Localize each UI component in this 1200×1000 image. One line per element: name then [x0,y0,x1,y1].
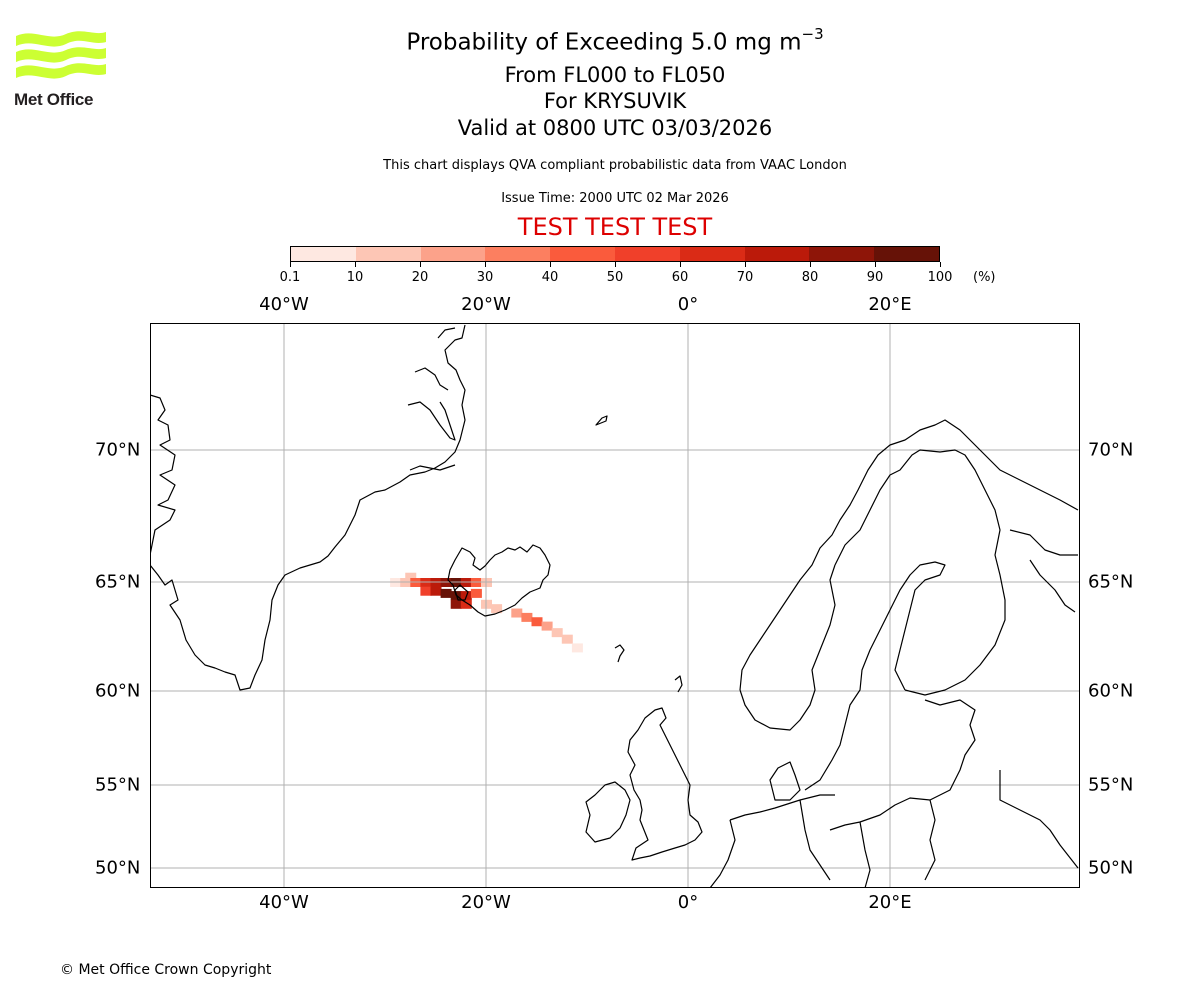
latitude-label: 55°N [1088,774,1134,796]
met-office-logo: Met Office [14,30,109,112]
colorbar-segment [809,247,875,261]
colorbar-segment [744,247,810,261]
iceland-coast [447,544,551,617]
map-panel[interactable] [149,323,1080,889]
colorbar-tick [615,262,616,267]
plume-cell [420,586,432,596]
denmark-coast [769,761,801,801]
latitude-label: 70°N [1088,439,1134,461]
flight-level-range: From FL000 to FL050 [504,63,726,87]
plume-cell [511,608,523,618]
colorbar-unit: (%) [973,270,996,285]
latitude-label: 50°N [1088,857,1134,879]
colorbar-tick [355,262,356,267]
colorbar-tick [290,262,291,267]
colorbar-tick-label: 10 [346,270,364,285]
jan-mayen [595,415,608,426]
title-superscript: −3 [801,25,824,43]
plume-cell [561,634,573,644]
plume-cell [405,572,417,582]
longitude-label: 40°W [259,892,309,913]
latitude-label: 65°N [95,571,141,593]
plume-cell [551,628,563,638]
colorbar-tick [420,262,421,267]
colorbar-tick-label: 50 [606,270,624,285]
colorbar-tick [745,262,746,267]
chart-title: Probability of Exceeding 5.0 mg m−3 [0,25,1200,56]
volcano-name: For KRYSUVIK [543,89,687,113]
colorbar-segment [291,247,356,261]
copyright-notice: © Met Office Crown Copyright [60,962,272,978]
plume-cell [571,643,583,653]
plume-cell [440,588,452,598]
latitude-label: 70°N [95,439,141,461]
ireland-coast [585,781,631,843]
greenland-coast [149,324,466,691]
colorbar [290,246,940,262]
colorbar-tick [550,262,551,267]
colorbar-tick-label: 90 [866,270,884,285]
colorbar-segment [420,247,486,261]
longitude-label: 20°E [868,892,912,913]
colorbar-tick-label: 30 [476,270,494,285]
plume-cell [450,599,462,609]
colorbar-tick-label: 80 [801,270,819,285]
map-canvas[interactable] [149,323,1080,889]
colorbar-segment [679,247,745,261]
colorbar-tick [485,262,486,267]
plume-cell [541,621,553,631]
gridlines [150,323,1080,888]
plume-cell [531,617,543,627]
test-banner: TEST TEST TEST [517,213,713,241]
longitude-label: 0° [677,294,699,315]
longitude-label: 0° [677,892,699,913]
plume-cell [460,599,472,609]
issue-time: Issue Time: 2000 UTC 02 Mar 2026 [501,191,729,206]
colorbar-tick-label: 70 [736,270,754,285]
colorbar-segment [355,247,421,261]
colorbar-tick-label: 20 [411,270,429,285]
valid-time: Valid at 0800 UTC 03/03/2026 [457,116,773,140]
colorbar-segment [485,247,551,261]
logo-text: Met Office [14,90,94,109]
latitude-label: 60°N [95,680,141,702]
longitude-label: 40°W [259,294,309,315]
plume-cell [491,604,503,614]
colorbar-tick [940,262,941,267]
plume-cell [521,612,533,622]
longitude-label: 20°W [461,294,511,315]
scandinavia-coast [739,419,1079,691]
colorbar-tick [875,262,876,267]
colorbar-tick [810,262,811,267]
title-main: Probability of Exceeding 5.0 mg m [406,29,802,56]
chart-description: This chart displays QVA compliant probab… [383,158,847,173]
faroe-islands [614,644,625,663]
colorbar-tick-label: 40 [541,270,559,285]
latitude-label: 60°N [1088,680,1134,702]
colorbar-tick-label: 100 [927,270,953,285]
longitude-label: 20°W [461,892,511,913]
met-office-waves-icon [16,31,106,79]
colorbar-tick-label: 60 [671,270,689,285]
latitude-label: 65°N [1088,571,1134,593]
latitude-label: 55°N [95,774,141,796]
colorbar-segment [874,247,939,261]
plume-cell [430,586,442,596]
colorbar-segment [614,247,680,261]
colorbar-segment [550,247,615,261]
longitude-label: 20°E [868,294,912,315]
great-britain-coast [627,707,703,861]
coastlines [149,324,1079,889]
plume-cell [470,588,482,598]
latitude-label: 50°N [95,857,141,879]
colorbar-tick [680,262,681,267]
colorbar-tick-label: 0.1 [279,270,301,285]
